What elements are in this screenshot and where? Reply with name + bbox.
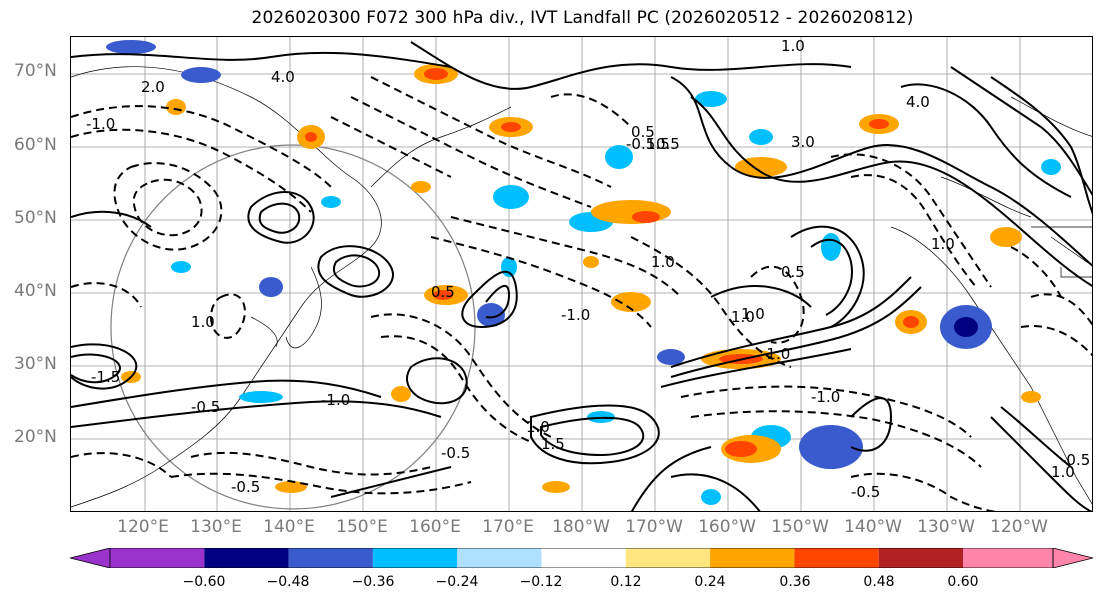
colorbar-tick: 0.36 <box>779 574 811 590</box>
negative-div-shading <box>106 40 1061 505</box>
colorbar-tick: −0.36 <box>351 574 395 590</box>
contour-label: 0.5 <box>631 123 655 141</box>
lon-label-150e: 150°E <box>336 517 388 537</box>
positive-contours <box>71 41 1092 511</box>
contour-label: 0.5 <box>656 135 680 153</box>
contour-label: -1.0 <box>86 115 115 133</box>
lon-label-150w: 150°W <box>771 517 829 537</box>
lat-label-50n: 50°N <box>14 208 57 228</box>
lon-label-140e: 140°E <box>263 517 315 537</box>
contour-label: 1.0 <box>1051 463 1075 481</box>
colorbar-tick: 0.24 <box>694 574 726 590</box>
colorbar-tick: −0.24 <box>435 574 479 590</box>
coastlines <box>71 66 1092 508</box>
lon-label-170w: 170°W <box>625 517 683 537</box>
contour-label: 1.0 <box>731 308 755 326</box>
colorbar-tick: −0.60 <box>182 574 226 590</box>
colorbar <box>70 548 1093 568</box>
contour-label: 1.0 <box>526 418 550 436</box>
contour-label: 1.0 <box>781 37 805 55</box>
lat-label-30n: 30°N <box>14 354 57 374</box>
colorbar-segment <box>625 548 711 568</box>
colorbar-segment <box>288 548 373 568</box>
negative-contours <box>71 76 1092 511</box>
map-canvas: 1.0 -1.0 -0.5 0.5 1.5 0.5 -1.0 1.0 -0.5 … <box>71 37 1092 511</box>
colorbar-segment <box>878 548 963 568</box>
contour-label: -1.0 <box>811 388 840 406</box>
lon-label-120w: 120°W <box>990 517 1048 537</box>
lon-label-140w: 140°W <box>844 517 902 537</box>
figure-title: 2026020300 F072 300 hPa div., IVT Landfa… <box>251 8 914 28</box>
contour-label: 3.0 <box>791 133 815 151</box>
contour-label: -0.5 <box>441 444 470 462</box>
contour-label: 1.0 <box>741 305 765 323</box>
contour-label: 1.0 <box>931 235 955 253</box>
colorbar-tick: 0.48 <box>863 574 895 590</box>
contour-label: -0.5 <box>626 135 655 153</box>
lat-label-70n: 70°N <box>14 61 57 81</box>
contour-label: -1.5 <box>91 368 120 386</box>
colorbar-segment <box>541 548 626 568</box>
lon-label-160w: 160°W <box>698 517 756 537</box>
contour-label: -0.5 <box>231 478 260 496</box>
colorbar-tick: −0.48 <box>266 574 310 590</box>
colorbar-tick: −0.12 <box>519 574 563 590</box>
colorbar-extend-high <box>1052 548 1093 568</box>
positive-div-shading <box>121 64 1041 493</box>
contour-label: -1.0 <box>761 345 790 363</box>
contour-label: 1.0 <box>191 313 215 331</box>
contour-label: -1.0 <box>321 391 350 409</box>
contour-label: -0.5 <box>851 483 880 501</box>
colorbar-segment <box>963 548 1053 568</box>
lat-label-60n: 60°N <box>14 135 57 155</box>
contour-label: 4.0 <box>906 93 930 111</box>
colorbar-tick: 0.12 <box>610 574 642 590</box>
lon-label-180w: 180°W <box>552 517 610 537</box>
lon-label-160e: 160°E <box>409 517 461 537</box>
lon-label-130e: 130°E <box>190 517 242 537</box>
map-panel: 1.0 -1.0 -0.5 0.5 1.5 0.5 -1.0 1.0 -0.5 … <box>70 36 1093 512</box>
lat-label-40n: 40°N <box>14 281 57 301</box>
gridlines <box>71 37 1092 511</box>
contour-label: 0.5 <box>781 263 805 281</box>
colorbar-segment <box>457 548 542 568</box>
contour-label: -0.5 <box>191 398 220 416</box>
colorbar-segment <box>710 548 795 568</box>
lon-label-170e: 170°E <box>482 517 534 537</box>
colorbar-extend-low <box>70 548 111 568</box>
contour-labels: 1.0 -1.0 -0.5 0.5 1.5 0.5 -1.0 1.0 -0.5 … <box>86 37 1090 501</box>
contour-label: -0.5 <box>1061 451 1090 469</box>
lat-label-20n: 20°N <box>14 427 57 447</box>
contour-label: 1.5 <box>646 135 670 153</box>
lon-label-130w: 130°W <box>917 517 975 537</box>
lon-label-120e: 120°E <box>117 517 169 537</box>
radius-circle <box>110 144 476 510</box>
contour-label: 4.0 <box>271 68 295 86</box>
colorbar-tick: 0.60 <box>947 574 979 590</box>
colorbar-segment <box>110 548 205 568</box>
colorbar-segment <box>794 548 879 568</box>
contour-label: 2.0 <box>141 78 165 96</box>
colorbar-segment <box>372 548 458 568</box>
contour-label: 0.5 <box>431 283 455 301</box>
contour-label: 1.5 <box>541 435 565 453</box>
contour-label: -1.0 <box>561 306 590 324</box>
contour-label: 1.0 <box>651 253 675 271</box>
colorbar-segment <box>204 548 289 568</box>
